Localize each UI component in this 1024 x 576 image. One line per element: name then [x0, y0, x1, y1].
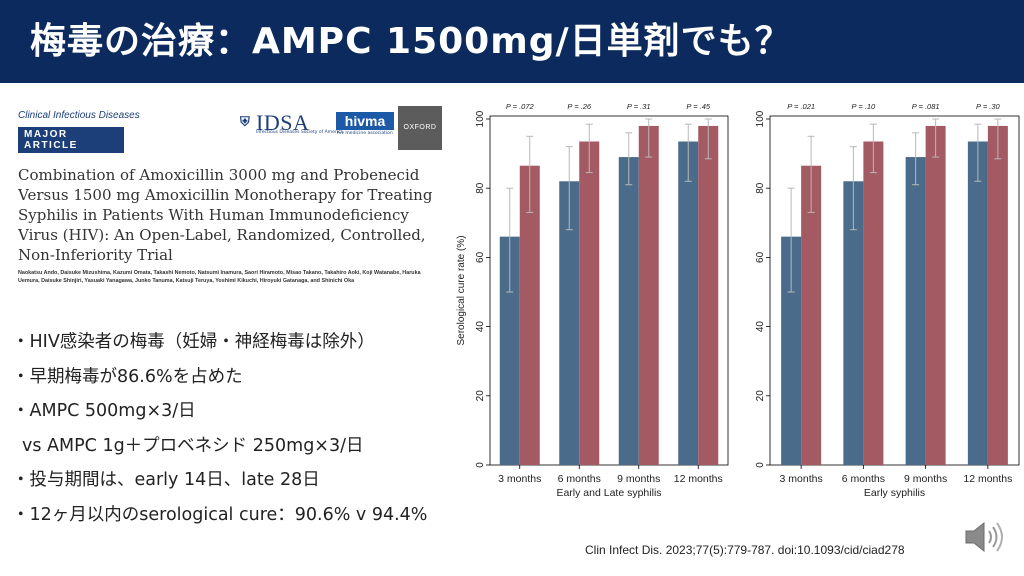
idsa-logo-text: IDSA	[256, 110, 310, 135]
y-tick-label: 20	[475, 390, 486, 402]
bullet-item: vs AMPC 1g＋プロベネシド 250mg×3/日	[22, 435, 364, 456]
p-value-label: P = .072	[506, 102, 535, 111]
paper-title-line: Versus 1500 mg Amoxicillin Monotherapy f…	[18, 186, 433, 204]
x-tick-label: 9 months	[617, 473, 660, 485]
y-tick-label: 0	[475, 462, 486, 468]
p-value-label: P = .10	[852, 102, 877, 111]
x-axis-label: Early and Late syphilis	[556, 487, 661, 499]
slide-title: 梅毒の治療：AMPC 1500mg/日単剤でも？	[0, 0, 1024, 83]
p-value-label: P = .081	[912, 102, 940, 111]
bar-combination	[579, 141, 600, 466]
p-value-label: P = .31	[627, 102, 651, 111]
bar-combination	[925, 125, 946, 466]
hivma-logo-text: hivma	[336, 112, 394, 130]
x-tick-label: 12 months	[963, 473, 1012, 485]
paper-authors: Naokatsu Ando, Daisuke Mizushima, Kazumi…	[18, 270, 421, 284]
oxford-logo: OXFORD	[398, 106, 442, 150]
idsa-logo: ⛨ IDSA Infectious Diseases Society of Am…	[240, 110, 343, 136]
hivma-logo: hivma hiv medicine association	[336, 112, 394, 136]
bar-combination	[863, 141, 884, 466]
journal-name: Clinical Infectious Diseases	[18, 110, 140, 121]
p-value-label: P = .45	[686, 102, 711, 111]
bar-monotherapy	[678, 141, 699, 466]
bullet-item: ・投与期間は、early 14日、late 28日	[12, 470, 320, 490]
y-tick-label: 0	[755, 462, 766, 468]
idsa-logo-subtitle: Infectious Diseases Society of America	[256, 130, 344, 135]
x-tick-label: 6 months	[842, 473, 885, 485]
y-tick-label: 40	[475, 321, 486, 333]
bullet-item: ・HIV感染者の梅毒（妊婦・神経梅毒は除外）	[12, 332, 375, 352]
chart-early: 0 20 40 60 80 100 3 months P = .021 6 months P = …	[755, 102, 1020, 499]
paper-title-line: Combination of Amoxicillin 3000 mg and P…	[18, 166, 420, 184]
x-tick-label: 3 months	[498, 473, 541, 485]
bullet-item: ・早期梅毒が86.6%を占めた	[12, 366, 243, 387]
chart-early-and-late: 0 20 40 60 80 100 Serological cure rate (%) 3 m…	[456, 102, 729, 499]
bar-combination	[698, 125, 719, 466]
p-value-label: P = .30	[976, 102, 1001, 111]
bar-combination	[638, 125, 659, 466]
citation: Clin Infect Dis. 2023;77(5):779-787. doi…	[585, 543, 905, 557]
paper-title-line: Non-Inferiority Trial	[18, 246, 173, 264]
bar-combination	[987, 125, 1008, 466]
y-tick-label: 100	[475, 110, 486, 127]
idsa-emblem-icon: ⛨	[240, 114, 250, 129]
bar-monotherapy	[905, 157, 926, 465]
bar-monotherapy	[499, 236, 520, 465]
bar-monotherapy	[967, 141, 988, 466]
x-tick-label: 9 months	[904, 473, 947, 485]
speaker-icon[interactable]	[960, 516, 1006, 558]
x-axis-label: Early syphilis	[864, 487, 925, 499]
y-tick-label: 80	[755, 182, 766, 194]
bar-monotherapy	[559, 181, 580, 465]
y-tick-label: 80	[475, 182, 486, 194]
journal-header: Clinical Infectious Diseases MAJOR ARTIC…	[18, 110, 140, 153]
bullet-item: ・12ヶ月以内のserological cure：90.6% v 94.4%	[12, 504, 428, 525]
bar-combination	[519, 165, 540, 465]
x-tick-label: 6 months	[558, 473, 601, 485]
x-tick-label: 3 months	[780, 473, 823, 485]
bar-monotherapy	[843, 181, 864, 465]
bullet-item: ・AMPC 500mg×3/日	[12, 401, 196, 421]
y-tick-label: 20	[755, 390, 766, 402]
p-value-label: P = .26	[567, 102, 592, 111]
y-tick-label: 60	[755, 251, 766, 263]
paper-title-line: Syphilis in Patients With Human Immunode…	[18, 206, 409, 224]
bar-combination	[801, 165, 822, 465]
p-value-label: P = .021	[787, 102, 815, 111]
bar-monotherapy	[781, 236, 802, 465]
y-tick-label: 60	[475, 251, 486, 263]
x-tick-label: 12 months	[674, 473, 723, 485]
hivma-logo-subtitle: hiv medicine association	[337, 131, 393, 136]
y-tick-label: 40	[755, 321, 766, 333]
paper-title: Combination of Amoxicillin 3000 mg and P…	[18, 165, 448, 265]
y-tick-label: 100	[755, 110, 766, 127]
paper-title-line: Virus (HIV): An Open-Label, Randomized, …	[18, 226, 426, 244]
article-type-badge: MAJOR ARTICLE	[18, 127, 124, 153]
y-axis-label: Serological cure rate (%)	[456, 235, 467, 345]
bar-monotherapy	[618, 157, 639, 465]
bullet-list: ・HIV感染者の梅毒（妊婦・神経梅毒は除外） ・早期梅毒が86.6%を占めた ・…	[12, 328, 482, 535]
